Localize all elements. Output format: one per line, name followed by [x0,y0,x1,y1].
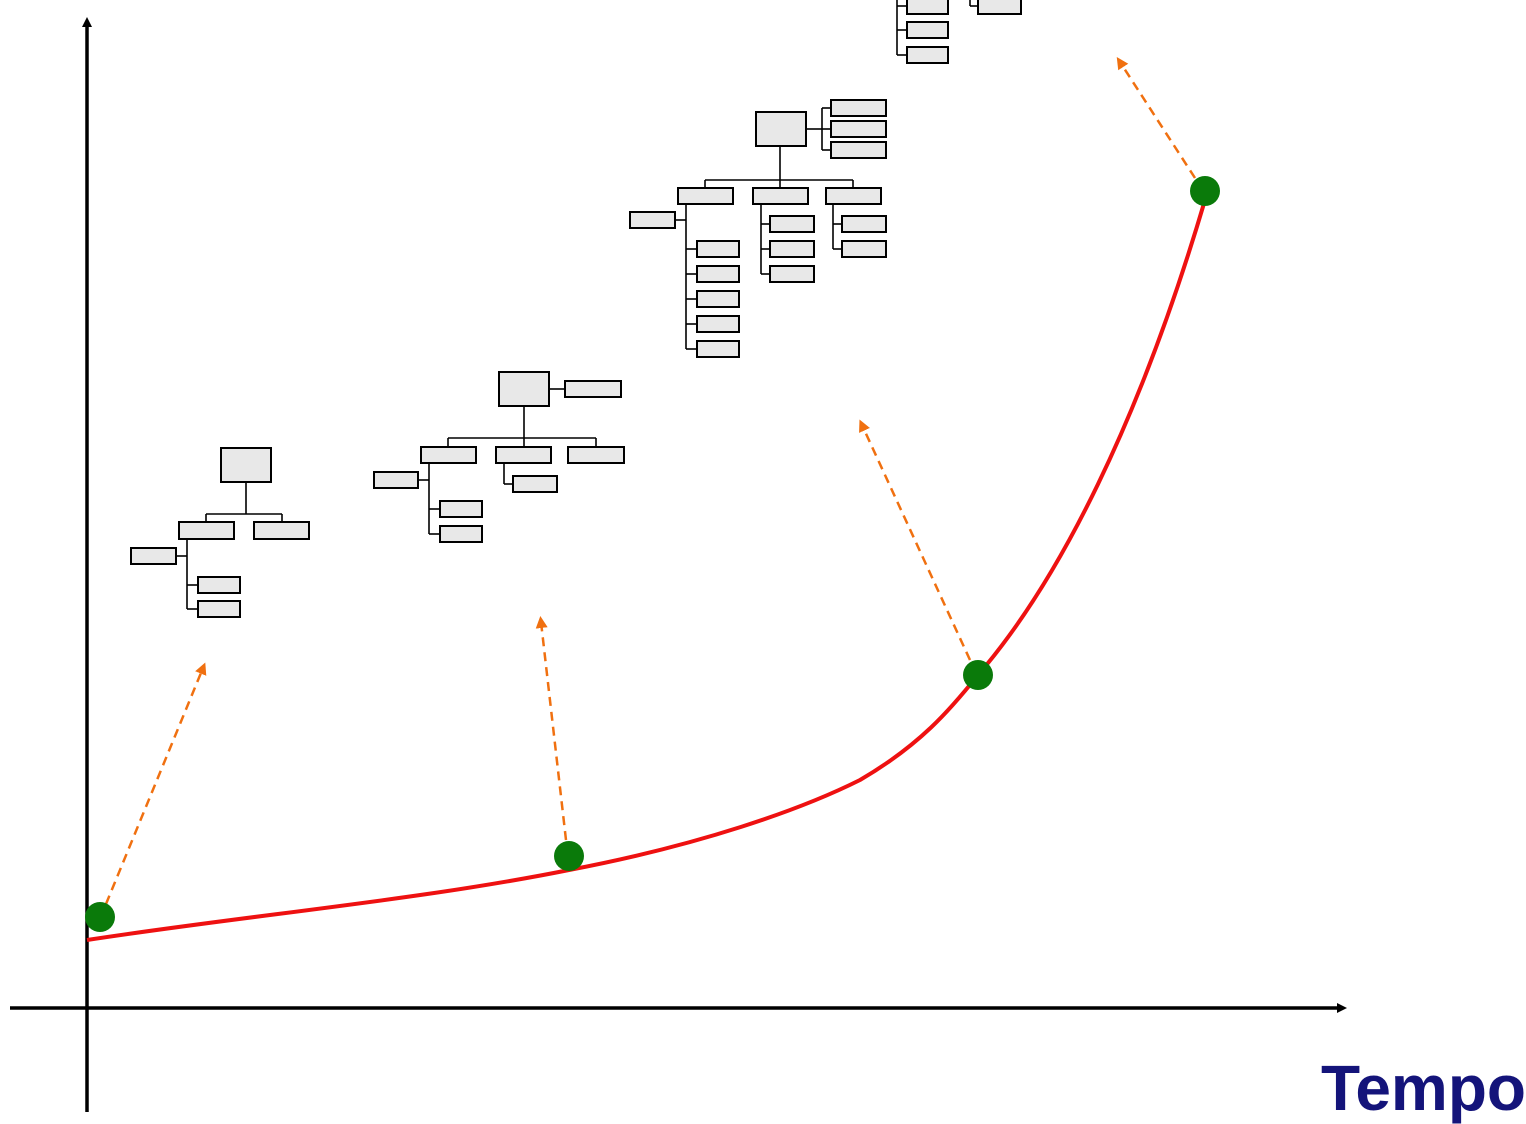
stage-3-point [963,660,993,690]
stage-2-point [554,841,584,871]
stage-3-pointer [859,419,972,661]
stage-4-point [1190,176,1220,206]
stage-1-pointer [104,662,207,905]
stage-1-point [85,902,115,932]
org-chart-stage-2 [373,371,625,543]
x-axis-label: Tempo [1320,1052,1526,1124]
stage-4-pointer [1116,56,1197,179]
org-chart-stage-1 [130,447,310,618]
growth-curve [86,199,1207,942]
org-chart-stage-4 [896,0,1022,64]
stage-2-pointer [535,616,568,841]
org-chart-stage-3 [629,99,887,358]
